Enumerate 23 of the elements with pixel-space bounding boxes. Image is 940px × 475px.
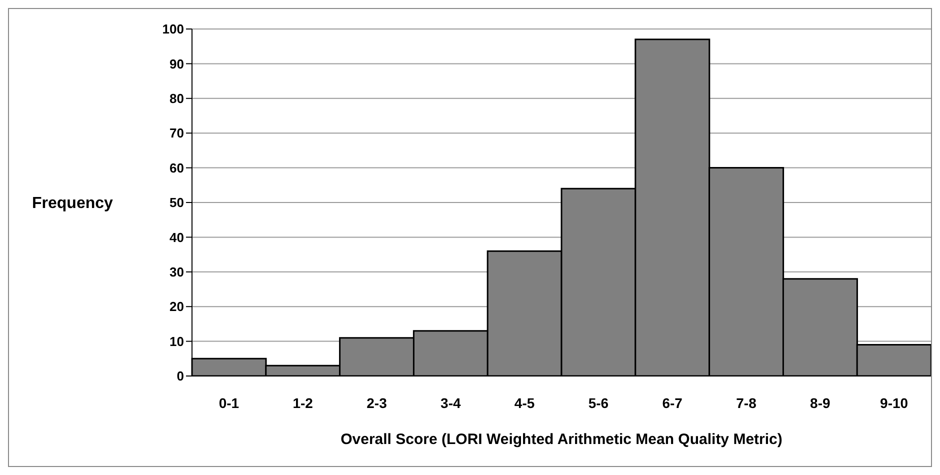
x-tick-label: 4-5 <box>514 394 535 411</box>
x-tick-label: 7-8 <box>736 394 757 411</box>
x-tick-label: 6-7 <box>662 394 683 411</box>
x-tick-label: 9-10 <box>880 394 908 411</box>
x-tick-label: 2-3 <box>366 394 388 411</box>
x-tick-label: 5-6 <box>588 394 609 411</box>
y-tick-label: 50 <box>170 195 184 210</box>
y-tick-label: 0 <box>176 368 184 384</box>
x-axis-title: Overall Score (LORI Weighted Arithmetic Mean Quality Metric) <box>340 431 782 448</box>
y-tick-label: 100 <box>162 22 184 37</box>
y-tick-label: 80 <box>170 91 184 106</box>
y-tick-label: 40 <box>170 230 184 245</box>
y-tick-label: 30 <box>170 264 184 280</box>
x-tick-label: 8-9 <box>810 394 830 411</box>
y-tick-label: 60 <box>170 160 184 176</box>
y-tick-label: 70 <box>170 126 184 141</box>
y-tick-label: 20 <box>170 299 184 314</box>
y-tick-label: 90 <box>170 56 184 72</box>
x-tick-label: 1-2 <box>292 394 314 411</box>
y-tick-label: 10 <box>170 334 184 349</box>
y-axis-title: Frequency <box>32 195 114 212</box>
x-tick-label: 0-1 <box>218 394 240 411</box>
x-tick-label: 3-4 <box>440 394 461 411</box>
